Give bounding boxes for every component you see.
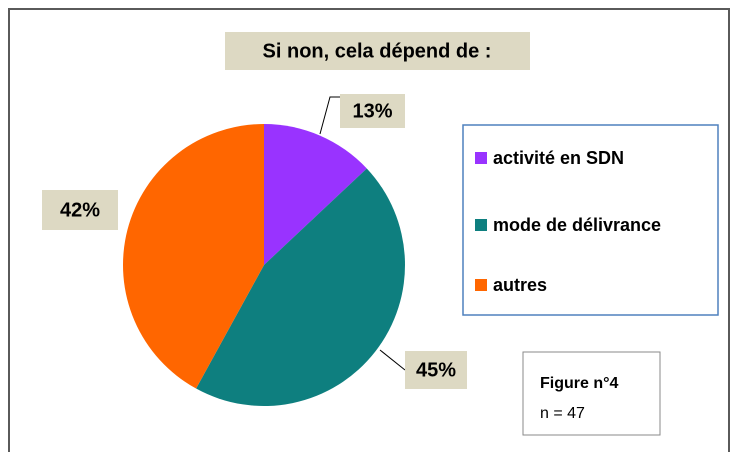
legend-box: [462, 124, 719, 316]
value-label-box: [340, 94, 405, 128]
chart-title: Si non, cela dépend de :: [263, 40, 492, 62]
annotation-title: Figure n°4: [540, 375, 619, 392]
value-label-box: [405, 351, 467, 389]
legend-label: autres: [493, 275, 547, 295]
pie-slice: [264, 124, 367, 265]
value-label: 42%: [60, 199, 100, 221]
value-label-box: [42, 190, 118, 230]
title-box: [225, 32, 530, 70]
legend-swatch: [475, 279, 487, 291]
value-label: 45%: [416, 359, 456, 381]
frame: [8, 8, 730, 452]
leader-line: [379, 349, 406, 371]
pie-slice: [123, 124, 264, 389]
legend-label: activité en SDN: [493, 148, 624, 168]
pie-slice: [196, 168, 406, 406]
legend-swatch: [475, 152, 487, 164]
legend-swatch: [475, 219, 487, 231]
value-label: 13%: [352, 100, 392, 122]
legend-label: mode de délivrance: [493, 215, 661, 235]
annotation-text: n = 47: [540, 405, 585, 422]
leader-line: [319, 96, 340, 135]
annotation-box: [522, 351, 661, 436]
